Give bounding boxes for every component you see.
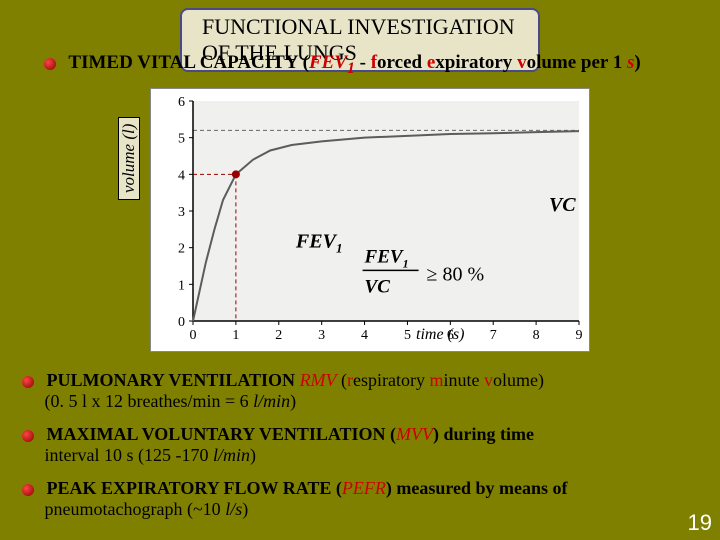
subtitle-row: TIMED VITAL CAPACITY (FEV1 - forced expi… [44,52,641,78]
svg-text:4: 4 [361,328,368,343]
svg-text:9: 9 [576,328,583,343]
svg-text:8: 8 [533,328,540,343]
svg-text:3: 3 [178,205,185,220]
fev1-italic: FEV1 [309,52,355,73]
svg-text:4: 4 [178,168,185,183]
page-number: 19 [688,510,712,536]
svg-text:≥ 80 %: ≥ 80 % [427,263,485,285]
svg-text:time (s): time (s) [416,326,464,343]
bullet-icon [44,58,56,70]
bullet-icon [22,376,34,388]
svg-text:2: 2 [275,328,282,343]
svg-text:5: 5 [404,328,411,343]
y-axis-label: volume (l) [118,117,140,200]
chart-svg: 01234560123456789VCFEV1FEV1VC≥ 80 %time … [155,93,587,349]
svg-text:VC: VC [365,276,391,297]
svg-text:FEV1: FEV1 [364,246,409,270]
svg-text:2: 2 [178,242,185,257]
bullet-icon [22,430,34,442]
bullet-pulmonary-ventilation: PULMONARY VENTILATION RMV (respiratory m… [22,370,544,412]
fev1-chart: 01234560123456789VCFEV1FEV1VC≥ 80 %time … [150,88,590,352]
svg-text:0: 0 [190,328,197,343]
svg-text:7: 7 [490,328,497,343]
svg-text:6: 6 [178,95,185,110]
svg-text:FEV1: FEV1 [295,231,343,256]
subtitle-lead: TIMED VITAL CAPACITY ( [68,52,309,73]
bullet-pefr: PEAK EXPIRATORY FLOW RATE (PEFR) measure… [22,478,568,520]
svg-text:3: 3 [318,328,325,343]
bullet-icon [22,484,34,496]
svg-text:VC: VC [549,194,576,216]
svg-text:5: 5 [178,132,185,147]
bullet-mvv: MAXIMAL VOLUNTARY VENTILATION (MVV) duri… [22,424,534,466]
svg-text:1: 1 [178,278,185,293]
svg-text:1: 1 [232,328,239,343]
svg-text:0: 0 [178,315,185,330]
